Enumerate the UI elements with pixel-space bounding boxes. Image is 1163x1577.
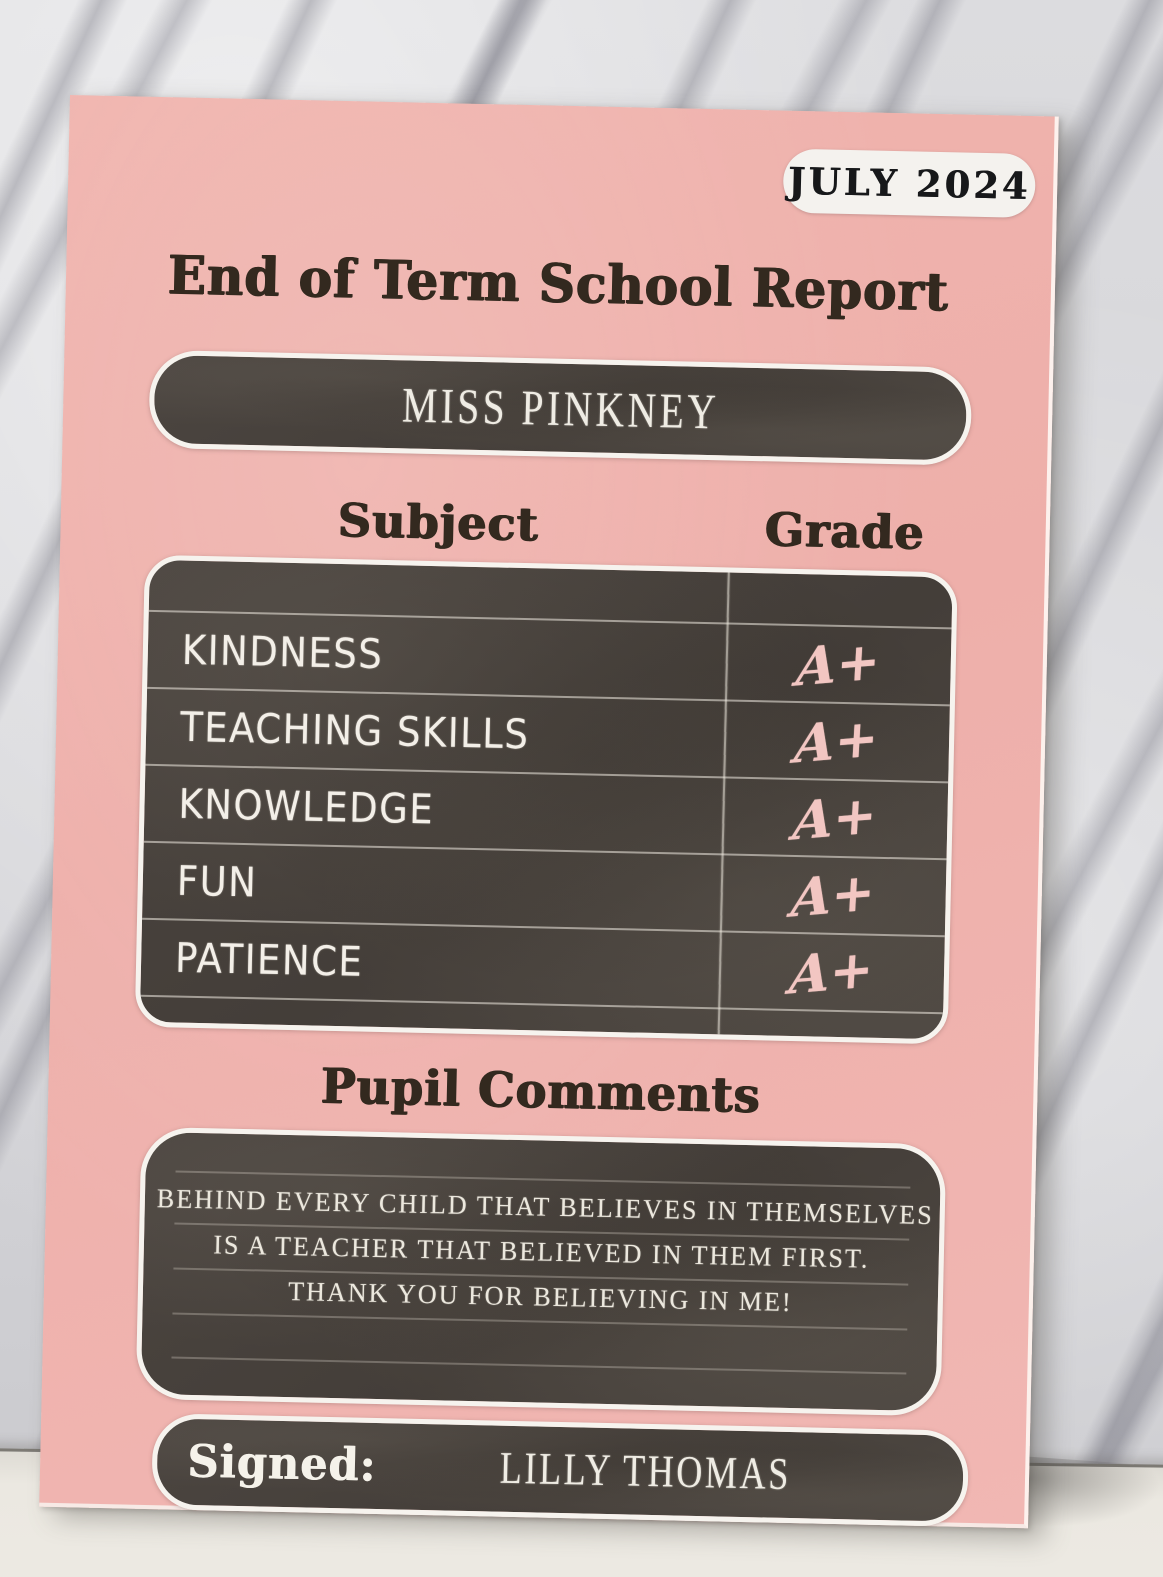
signature-name: LILLY THOMAS xyxy=(352,1441,940,1502)
date-text: JULY 2024 xyxy=(787,158,1032,208)
chalk-rule-line xyxy=(171,1356,907,1375)
grade-column-header: Grade xyxy=(764,502,926,560)
subject-label: KNOWLEDGE xyxy=(178,780,435,834)
grade-value: A+ xyxy=(794,630,882,699)
teacher-name: MISS PINKNEY xyxy=(401,376,720,439)
grade-value: A+ xyxy=(791,784,879,853)
grade-row-patience: PATIENCE A+ xyxy=(140,919,945,1015)
grades-board: KINDNESS A+ TEACHING SKILLS A+ KNOWLEDGE… xyxy=(134,554,958,1045)
pupil-comment: BEHIND EVERY CHILD THAT BELIEVES IN THEM… xyxy=(142,1176,940,1328)
date-badge: JULY 2024 xyxy=(782,148,1036,219)
report-card: JULY 2024 End of Term School Report MISS… xyxy=(39,95,1059,1529)
grade-value: A+ xyxy=(793,707,881,776)
grade-value: A+ xyxy=(788,938,876,1007)
subject-label: PATIENCE xyxy=(174,934,364,986)
teacher-name-plate: MISS PINKNEY xyxy=(148,349,973,466)
signed-label: Signed: xyxy=(186,1435,377,1493)
comments-board: BEHIND EVERY CHILD THAT BELIEVES IN THEM… xyxy=(135,1126,947,1417)
pupil-comments-heading: Pupil Comments xyxy=(320,1057,762,1124)
signature-plate: Signed: LILLY THOMAS xyxy=(151,1413,970,1527)
subject-label: KINDNESS xyxy=(181,626,384,679)
signature-name-text: LILLY THOMAS xyxy=(499,1443,792,1500)
subject-label: FUN xyxy=(176,857,258,907)
subject-column-header: Subject xyxy=(337,492,540,552)
table-column-headers: Subject Grade xyxy=(145,489,959,563)
report-title: End of Term School Report xyxy=(167,243,950,323)
subject-label: TEACHING SKILLS xyxy=(179,703,530,759)
grade-value: A+ xyxy=(789,861,877,930)
